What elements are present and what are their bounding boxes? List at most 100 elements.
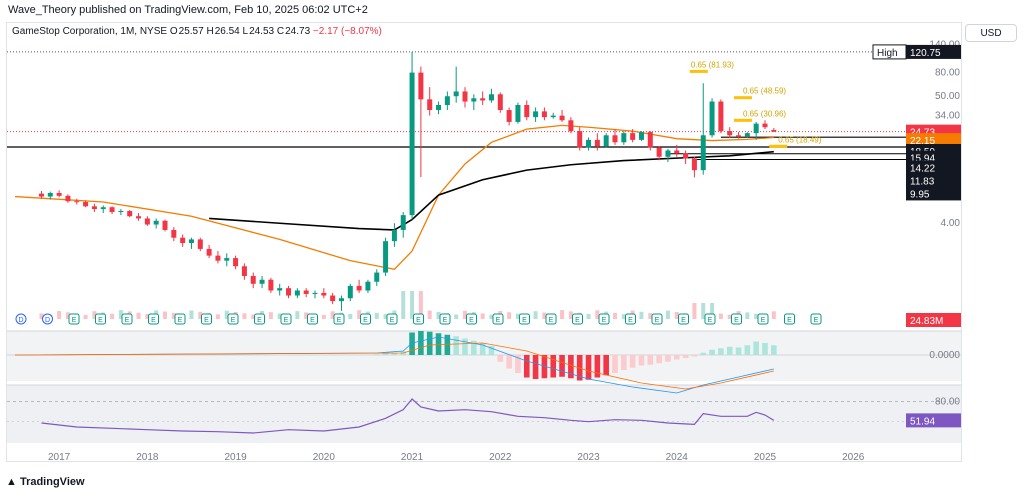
macd-histogram-bar xyxy=(532,355,539,379)
candle-body xyxy=(65,195,71,202)
earnings-marker xyxy=(678,313,689,325)
volume-bar xyxy=(242,313,247,319)
candle-body xyxy=(153,220,159,225)
volume-bar xyxy=(454,314,459,319)
earnings-marker-label: E xyxy=(787,317,792,324)
candle-body xyxy=(47,192,53,197)
candle-body xyxy=(215,255,221,261)
candle-body xyxy=(303,290,309,294)
level-tag-value: 15.94 xyxy=(910,154,935,165)
earnings-marker-label: E xyxy=(178,317,183,324)
macd-histogram-bar xyxy=(506,355,512,369)
level-tag xyxy=(906,160,961,175)
high-tag xyxy=(906,44,961,59)
earnings-marker-label: E xyxy=(231,317,236,324)
earnings-marker xyxy=(95,313,106,325)
candle-body xyxy=(338,298,344,302)
volume-bar xyxy=(110,313,115,319)
candle-body xyxy=(559,115,565,121)
macd-histogram-bar xyxy=(444,334,451,355)
macd-histogram-bar xyxy=(647,355,654,365)
fib-marker xyxy=(733,118,752,122)
candle-body xyxy=(330,295,336,302)
candle-body xyxy=(294,290,300,296)
earnings-marker xyxy=(307,313,318,325)
macd-histogram-bar xyxy=(488,346,495,355)
macd-histogram-bar xyxy=(665,355,671,362)
earnings-marker xyxy=(413,313,424,325)
volume-bar xyxy=(145,314,150,319)
earnings-marker xyxy=(174,313,186,325)
earnings-marker xyxy=(519,313,530,325)
macd-histogram-bar xyxy=(682,355,689,358)
volume-bar xyxy=(701,303,706,319)
earnings-marker xyxy=(386,313,398,325)
candle-body xyxy=(753,123,759,134)
volume-bar xyxy=(171,312,176,319)
earnings-marker-label: E xyxy=(602,317,607,324)
macd-histogram-bar xyxy=(550,355,557,378)
candle-body xyxy=(612,135,618,143)
high-tag-value: 120.75 xyxy=(910,48,941,59)
volume-bar xyxy=(357,310,362,319)
volume-label: 24.83M xyxy=(910,316,943,327)
volume-bar xyxy=(463,310,467,319)
macd-histogram-bar xyxy=(559,355,565,377)
candle-body xyxy=(197,239,203,249)
candle-body xyxy=(453,91,459,97)
volume-bar xyxy=(436,311,441,319)
earnings-marker-label: E xyxy=(681,317,686,324)
candle-body xyxy=(383,241,389,273)
chart-area[interactable]: 0.65 (81.93) 0.65 (48.59) 0.65 (30.96) 0.65… xyxy=(6,22,962,462)
earnings-marker-label: E xyxy=(655,317,660,324)
earnings-marker xyxy=(625,313,636,325)
candle-body xyxy=(224,258,230,261)
macd-histogram-bar xyxy=(515,355,521,373)
earnings-marker-label: E xyxy=(72,317,77,324)
earnings-marker-label: E xyxy=(257,317,262,324)
close-value: 24.73 xyxy=(285,26,311,37)
volume-bar xyxy=(507,312,512,319)
chart-svg[interactable]: 0.65 (81.93) 0.65 (48.59) 0.65 (30.96) 0.65… xyxy=(7,23,962,462)
candle-body xyxy=(727,131,733,136)
candle-body xyxy=(109,207,115,213)
candle-body xyxy=(233,258,239,267)
earnings-marker-label: E xyxy=(416,317,421,324)
candle-body xyxy=(356,285,362,291)
earnings-marker-label: E xyxy=(284,317,289,324)
candle-body xyxy=(180,237,186,243)
x-axis-tick: 2020 xyxy=(313,452,336,462)
volume-bar xyxy=(321,315,326,319)
macd-histogram-bar xyxy=(638,355,645,366)
footer-brand: ▲ TradingView xyxy=(6,476,85,488)
macd-histogram-bar xyxy=(762,343,768,355)
fib-marker xyxy=(689,69,708,73)
earnings-marker-label: E xyxy=(708,317,713,324)
candle-body xyxy=(74,201,80,203)
macd-histogram-bar xyxy=(426,331,433,355)
volume-bar xyxy=(383,314,388,319)
volume-bar xyxy=(215,314,220,319)
candle-body xyxy=(188,239,194,243)
volume-bar xyxy=(648,313,653,319)
x-axis-tick: 2021 xyxy=(401,452,424,462)
candle-body xyxy=(480,98,486,101)
currency-button[interactable]: USD xyxy=(965,24,1017,42)
candle-body xyxy=(524,105,530,118)
earnings-marker-label: E xyxy=(443,317,448,324)
candle-body xyxy=(630,133,636,140)
low-label: L xyxy=(242,26,249,37)
candle-body xyxy=(683,153,689,159)
earnings-marker xyxy=(201,313,212,325)
earnings-marker xyxy=(598,313,610,325)
volume-bar xyxy=(533,311,538,319)
volume-bar xyxy=(401,291,406,319)
volume-bar xyxy=(621,314,626,319)
candle-body xyxy=(312,292,318,294)
candle-body xyxy=(471,98,477,102)
volume-bar xyxy=(560,310,565,319)
volume-bar xyxy=(251,314,256,319)
earnings-marker-label: E xyxy=(814,317,819,324)
macd-histogram-bar xyxy=(771,345,777,355)
dividend-marker-label: D xyxy=(18,317,23,324)
